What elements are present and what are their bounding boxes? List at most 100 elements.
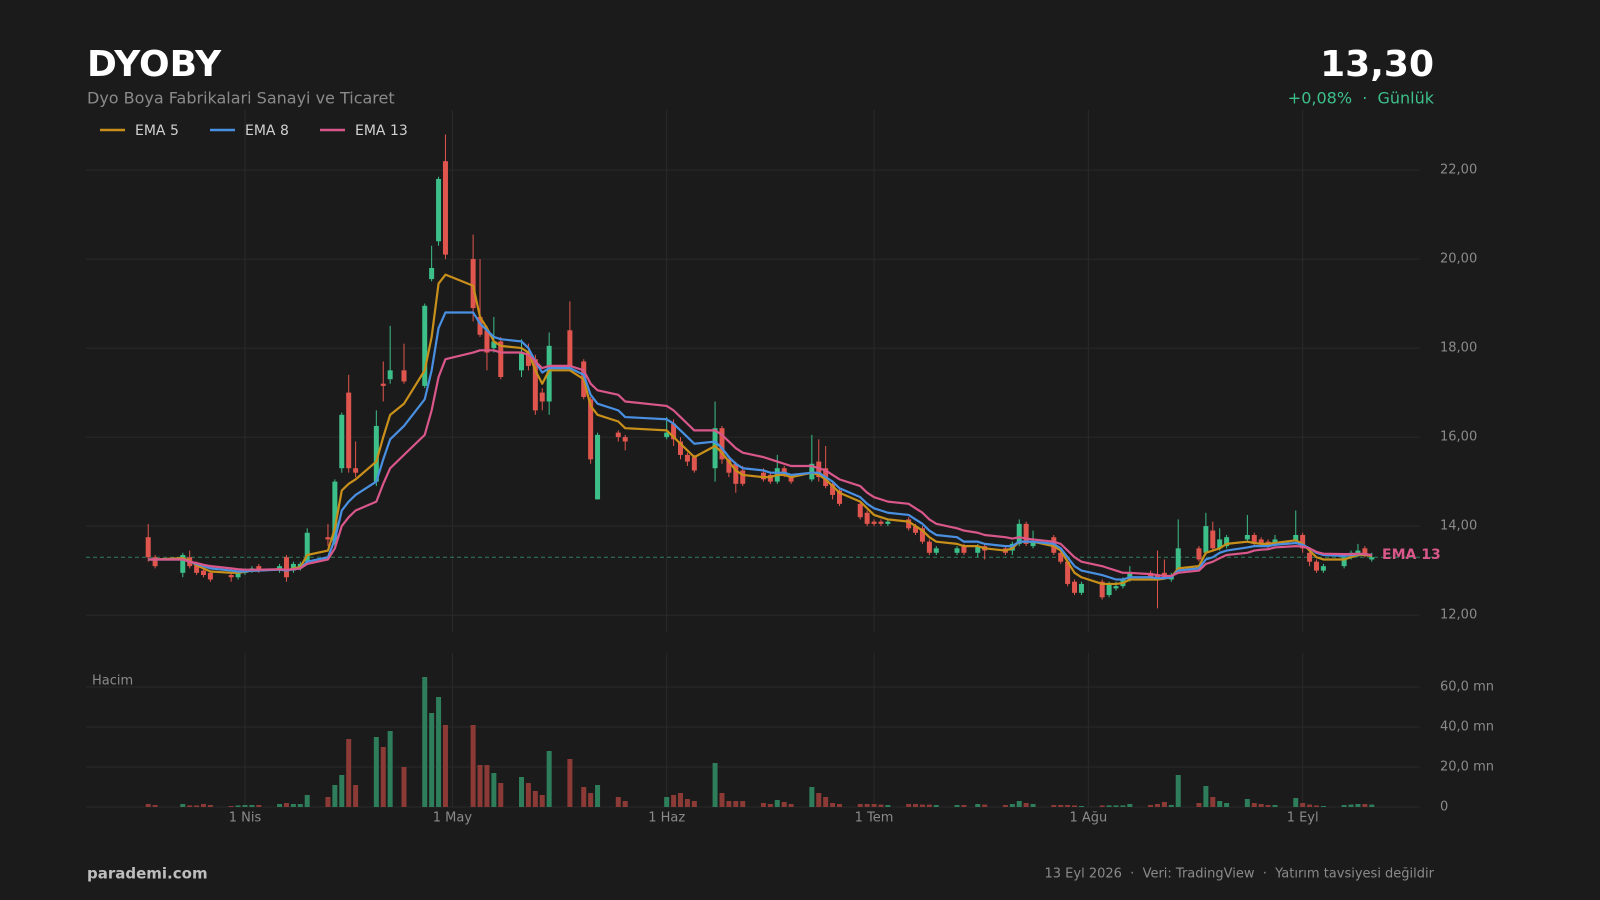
volume-bar — [684, 799, 690, 807]
volume-bar — [546, 751, 552, 807]
candle-body — [836, 490, 842, 504]
candle-body — [498, 341, 504, 378]
x-tick-label: 1 Tem — [855, 811, 894, 826]
candle-body — [1320, 566, 1326, 571]
volume-bar — [1113, 805, 1119, 807]
candle-body — [740, 470, 746, 484]
volume-bar — [1341, 805, 1347, 807]
volume-bar — [823, 797, 829, 807]
volume-bar — [767, 804, 773, 807]
candle-body — [954, 548, 960, 553]
candle-body — [484, 330, 490, 353]
volume-bar — [1072, 805, 1078, 807]
volume-bar — [525, 783, 531, 807]
volume-bar — [436, 697, 442, 807]
volume-bar — [256, 805, 262, 807]
volume-bar — [1307, 804, 1313, 807]
candle-body — [235, 572, 241, 578]
x-tick-label: 1 Haz — [648, 811, 685, 826]
volume-bar — [581, 787, 587, 807]
volume-bar — [290, 804, 296, 807]
candle-body — [1023, 523, 1029, 544]
volume-bar — [207, 805, 213, 807]
volume-bar — [422, 677, 428, 807]
volume-bar — [380, 747, 386, 807]
candle-body — [1203, 526, 1209, 553]
volume-bar — [201, 804, 207, 807]
candle-body — [567, 330, 573, 366]
volume-bar — [816, 793, 822, 807]
candle-body — [346, 392, 352, 469]
candle-body — [1341, 557, 1347, 567]
candle-body — [719, 428, 725, 460]
volume-bar — [277, 804, 283, 807]
candle-body — [152, 557, 158, 567]
ema-line — [148, 273, 1372, 586]
candle-body — [1244, 534, 1250, 540]
candle-body — [913, 526, 919, 533]
volume-label: Hacim — [92, 674, 133, 689]
y-tick-label: 22,00 — [1440, 163, 1477, 178]
volume-bar — [1369, 804, 1375, 807]
candle-body — [781, 468, 787, 475]
volume-bar — [1217, 801, 1223, 807]
volume-bar — [760, 803, 766, 807]
volume-bar — [1051, 805, 1057, 807]
volume-bar — [1016, 801, 1022, 807]
candle-body — [933, 548, 939, 553]
candle-body — [864, 512, 870, 524]
volume-bar — [346, 739, 352, 807]
candle-body — [442, 161, 448, 255]
volume-bar — [740, 801, 746, 807]
candle-body — [906, 519, 912, 529]
candle-body — [1058, 552, 1064, 562]
volume-bar — [1272, 805, 1278, 807]
candle-body — [767, 474, 773, 482]
volume-bar — [484, 765, 490, 807]
candle-body — [1127, 572, 1133, 580]
company-name: Dyo Boya Fabrikalari Sanayi ve Ticaret — [87, 89, 395, 108]
volume-bar — [152, 805, 158, 807]
candle-body — [283, 557, 289, 578]
volume-bar — [1196, 803, 1202, 807]
volume-bar — [1023, 803, 1029, 807]
candle-body — [304, 532, 310, 562]
candle-body — [664, 432, 670, 438]
volume-bar — [733, 801, 739, 807]
candle-body — [470, 259, 476, 309]
volume-bar — [678, 793, 684, 807]
volume-bar — [332, 785, 338, 807]
volume-bar — [719, 793, 725, 807]
legend-label: EMA 13 — [355, 123, 408, 139]
candle-body — [1313, 561, 1319, 571]
volume-bar — [567, 759, 573, 807]
candle-body — [256, 566, 262, 571]
volume-bar — [519, 777, 525, 807]
candle-body — [1113, 586, 1119, 589]
volume-bar — [339, 775, 345, 807]
series-end-label: EMA 13 — [1382, 547, 1441, 563]
volume-bar — [1099, 805, 1105, 807]
volume-bar — [595, 785, 601, 807]
candle-body — [961, 546, 967, 553]
volume-bar — [470, 725, 476, 807]
volume-bar — [235, 805, 241, 807]
volume-bar — [919, 804, 925, 807]
volume-bar — [1002, 805, 1008, 807]
candle-body — [339, 414, 345, 469]
volume-bar — [857, 804, 863, 807]
candle-body — [1272, 539, 1278, 544]
candle-body — [595, 434, 601, 500]
candle-body — [919, 528, 925, 542]
y-tick-label: 20,00 — [1440, 252, 1477, 267]
y-tick-label: 16,00 — [1440, 430, 1477, 445]
candle-body — [1030, 541, 1036, 547]
volume-bar — [325, 797, 331, 807]
candle-body — [1307, 552, 1313, 562]
change: +0,08% · Günlük — [1288, 89, 1435, 108]
price: 13,30 — [1320, 44, 1434, 85]
volume-bar — [1210, 797, 1216, 807]
volume-bar — [1293, 798, 1299, 807]
volume-bar — [491, 773, 497, 807]
footer-note: 13 Eyl 2026 · Veri: TradingView · Yatırı… — [1045, 867, 1435, 882]
